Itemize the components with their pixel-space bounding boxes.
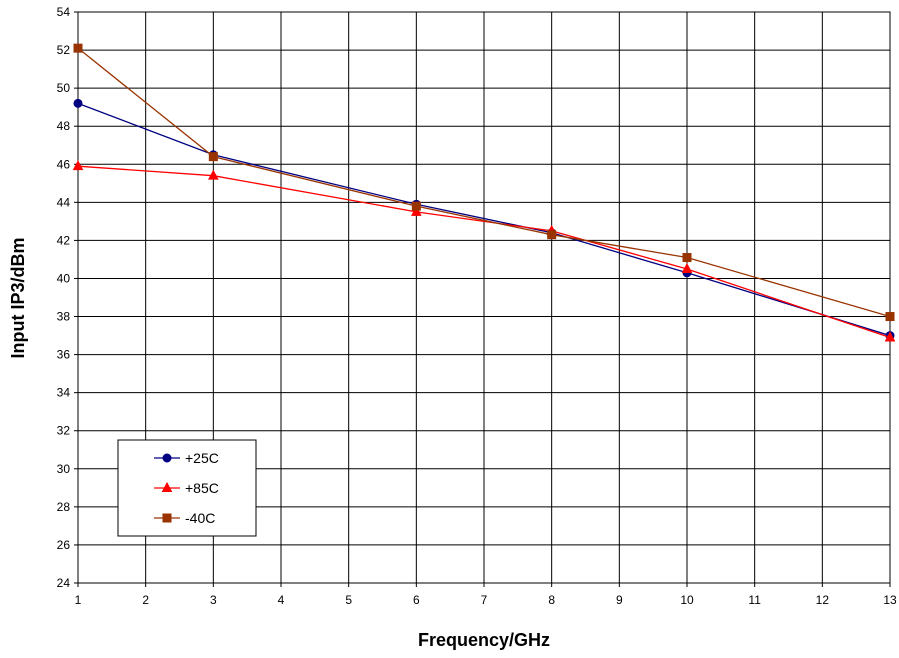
data-point (885, 312, 895, 322)
x-tick-label: 12 (816, 593, 830, 607)
x-tick-label: 2 (142, 593, 149, 607)
x-tick-label: 3 (210, 593, 217, 607)
legend-marker (161, 481, 173, 492)
y-tick-label: 46 (57, 157, 71, 171)
y-tick-label: 42 (57, 233, 71, 247)
y-tick-label: 48 (57, 119, 71, 133)
legend-marker (162, 453, 172, 463)
x-tick-label: 1 (75, 593, 82, 607)
x-tick-label: 11 (748, 593, 761, 607)
data-point (681, 262, 693, 273)
y-tick-label: 24 (57, 576, 71, 590)
y-tick-label: 28 (57, 500, 71, 514)
x-tick-label: 5 (345, 593, 352, 607)
x-tick-label: 9 (616, 593, 623, 607)
y-tick-label: 54 (57, 5, 71, 19)
data-point (208, 169, 219, 180)
legend-label: -40C (185, 510, 215, 526)
legend-item: +25C (154, 450, 219, 466)
y-tick-label: 30 (57, 462, 71, 476)
series-group (72, 43, 896, 342)
legend-label: +25C (185, 450, 219, 466)
x-tick-label: 10 (680, 593, 694, 607)
y-tick-label: 32 (57, 424, 71, 438)
data-point (72, 160, 84, 171)
legend-item: +85C (154, 480, 219, 496)
legend-item: -40C (154, 510, 215, 526)
data-point (73, 43, 83, 53)
y-tick-label: 52 (57, 43, 71, 57)
legend-marker (162, 513, 172, 523)
grid-lines (74, 11, 891, 587)
data-point (682, 253, 692, 263)
y-tick-label: 36 (57, 348, 71, 362)
x-axis-title: Frequency/GHz (418, 630, 550, 650)
data-point (884, 331, 896, 342)
x-tick-label: 7 (481, 593, 488, 607)
series--40C (73, 43, 895, 322)
data-point (547, 230, 557, 240)
data-point (411, 201, 421, 211)
series-line (77, 47, 891, 318)
x-tick-label: 13 (883, 593, 897, 607)
y-tick-label: 44 (57, 195, 71, 209)
legend-label: +85C (185, 480, 219, 496)
y-tick-label: 50 (57, 81, 71, 95)
y-tick-label: 26 (57, 538, 71, 552)
x-tick-label: 4 (278, 593, 285, 607)
x-tick-label: 8 (548, 593, 555, 607)
series-line (77, 102, 891, 337)
x-tick-label: 6 (413, 593, 420, 607)
y-tick-label: 38 (57, 310, 71, 324)
data-point (208, 152, 218, 162)
y-tick-labels: 24 26 28 30 32 34 36 38 40 42 44 46 48 50 52 54 (57, 5, 71, 590)
series-line (77, 165, 891, 339)
y-axis-title: Input IP3/dBm (8, 238, 28, 359)
x-tick-labels: 1 2 3 4 5 6 7 8 9 10 11 12 13 (75, 593, 897, 607)
y-tick-label: 34 (57, 386, 71, 400)
y-tick-label: 40 (57, 271, 71, 285)
legend-box (117, 439, 257, 537)
data-point (73, 98, 83, 108)
legend: +25C +85C -40C (117, 439, 257, 537)
data-point (411, 205, 422, 216)
